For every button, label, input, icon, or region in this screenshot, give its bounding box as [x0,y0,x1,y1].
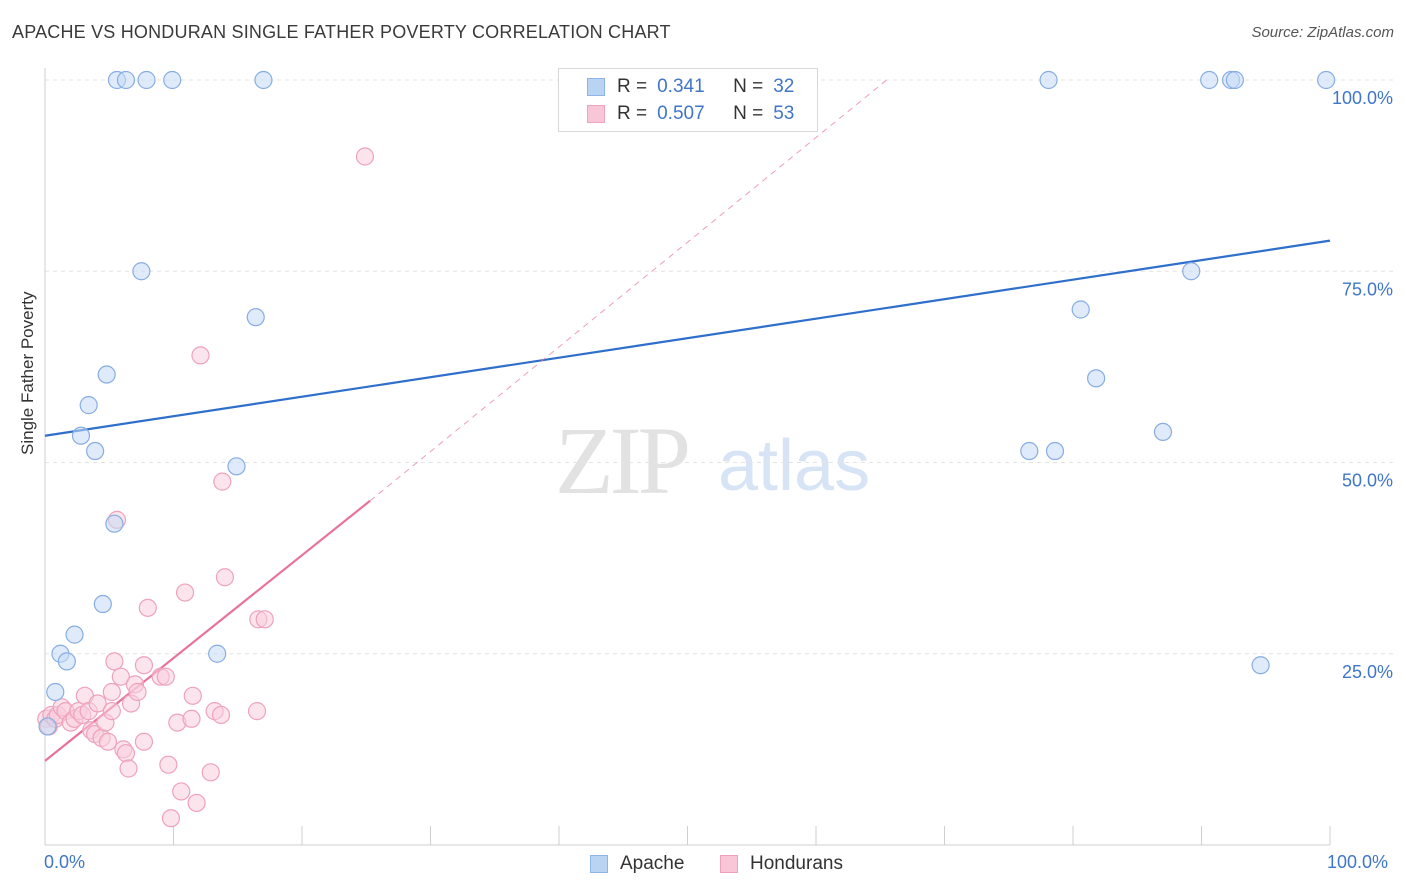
hondurans-point-21 [105,652,124,671]
chart-title: APACHE VS HONDURAN SINGLE FATHER POVERTY… [12,22,671,42]
hondurans-point-39 [175,583,195,602]
apache-point-3 [57,652,76,671]
apache-point-7 [86,441,105,461]
apache-point-30 [1251,656,1270,675]
data-points [37,70,1336,828]
watermark-zip: ZIP [555,407,688,514]
apache-legend-swatch [590,855,608,873]
apache-r-value: 0.341 [657,76,705,97]
apache-n-label: N = [733,76,764,97]
apache-point-1 [46,682,65,702]
apache-point-29 [1225,70,1245,90]
apache-swatch [587,78,605,96]
hondurans-point-29 [128,682,147,702]
hondurans-point-31 [134,732,154,751]
hondurans-point-46 [211,705,231,725]
apache-point-6 [79,396,98,415]
hondurans-point-34 [156,667,175,686]
apache-point-23 [1071,300,1090,319]
apache-point-31 [1317,70,1336,90]
apache-point-21 [1039,70,1058,90]
hondurans-r-value: 0.507 [657,103,705,124]
hondurans-point-44 [201,763,220,782]
apache-point-27 [1200,70,1219,90]
y-tick-label-25: 25.0% [1342,662,1393,682]
hondurans-r-label: R = [617,103,648,124]
hondurans-point-35 [159,755,178,774]
x-tick-label-max: 100.0% [1327,852,1389,872]
apache-r-label: R = [617,76,648,97]
zipatlas-watermark: ZIP atlas [555,407,870,514]
y-tick-label-75: 75.0% [1342,279,1393,299]
hondurans-point-32 [138,598,157,617]
apache-point-4 [65,625,84,644]
apache-point-8 [93,594,112,614]
hondurans-point-47 [213,472,232,491]
hondurans-point-20 [102,682,121,702]
apache-point-15 [163,70,182,90]
hondurans-point-25 [116,744,136,763]
apache-n-value: 32 [773,76,795,97]
y-tick-label-100: 100.0% [1332,88,1393,108]
hondurans-point-19 [102,702,121,721]
apache-point-9 [97,365,116,384]
apache-point-14 [137,70,156,90]
y-axis-label: Single Father Poverty [18,291,37,455]
apache-point-17 [227,457,246,476]
source-label: Source: ZipAtlas.com [1251,24,1394,41]
apache-point-22 [1045,441,1065,461]
bottom-legend-apache: Apache [590,851,684,877]
hondurans-point-51 [255,610,274,629]
hondurans-point-23 [111,667,130,686]
apache-point-26 [1182,262,1201,281]
hondurans-n-label: N = [733,103,764,124]
hondurans-point-40 [183,686,202,705]
y-tick-labels: 25.0% 50.0% 75.0% 100.0% [1332,88,1393,682]
apache-point-24 [1087,369,1106,388]
hondurans-legend-swatch [720,855,738,873]
hondurans-n-value: 53 [773,103,795,124]
y-tick-label-50: 50.0% [1342,471,1393,491]
hondurans-point-41 [182,709,201,728]
bottom-legend-hondurans: Hondurans [720,851,843,877]
hondurans-point-30 [134,656,154,675]
hondurans-point-26 [119,759,138,778]
hondurans-point-48 [215,568,234,587]
correlation-legend: R = 0.341 N = 32 R = 0.507 N = 53 [558,68,818,132]
hondurans-swatch [587,105,605,123]
hondurans-point-42 [187,793,206,813]
hondurans-point-36 [161,809,181,828]
hondurans-point-49 [247,702,267,721]
hondurans-point-38 [172,782,191,801]
grid-lines [45,79,1395,655]
apache-point-19 [254,70,273,90]
apache-point-10 [105,514,124,533]
trend-lines [44,79,1331,762]
apache-point-18 [246,308,265,327]
hondurans-point-18 [98,732,118,751]
apache-point-5 [71,426,91,445]
x-tick-label-min: 0.0% [44,852,86,872]
hondurans-point-15 [88,694,107,713]
axes [44,68,1331,846]
trendline-apache-0 [44,239,1331,437]
apache-point-0 [38,717,57,736]
apache-point-20 [1020,441,1039,461]
hondurans-legend-label: Hondurans [750,853,843,874]
hondurans-point-43 [191,346,210,365]
apache-point-12 [116,70,136,90]
apache-point-13 [132,262,151,281]
apache-point-16 [208,644,227,663]
hondurans-point-52 [355,147,375,166]
watermark-atlas: atlas [718,426,870,506]
trendline-hondurans-2 [369,79,887,502]
legend-row-hondurans: R = 0.507 N = 53 [587,101,794,127]
apache-point-25 [1153,422,1173,441]
apache-legend-label: Apache [620,853,685,874]
legend-row-apache: R = 0.341 N = 32 [587,74,794,100]
